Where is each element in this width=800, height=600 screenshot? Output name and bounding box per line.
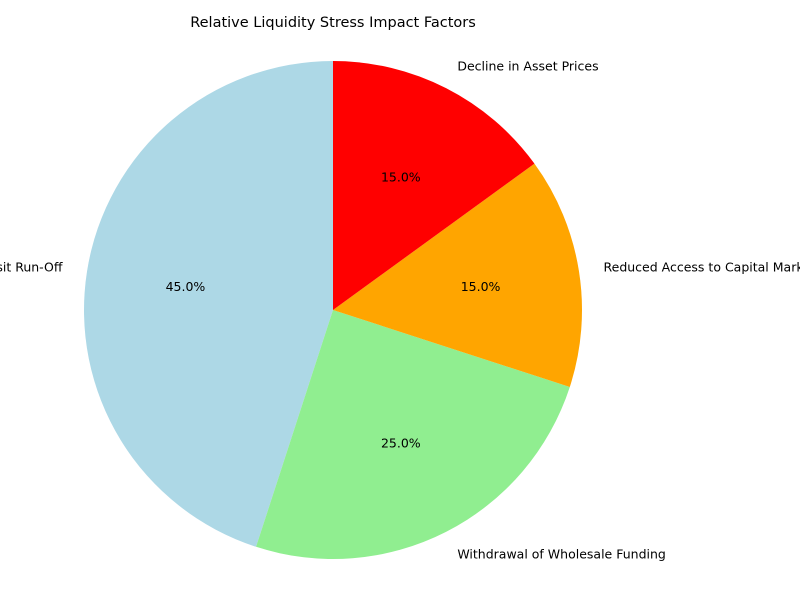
- pie-pct-label-1: 25.0%: [381, 436, 421, 451]
- pie-pct-label-0: 45.0%: [166, 279, 206, 294]
- pie-slice-2: [333, 163, 583, 387]
- pie-slice-3: [333, 61, 535, 310]
- pie-labels: 45.0% Deposit Run-Off 25.0% Withdrawal of W…: [0, 58, 800, 561]
- chart-title: Relative Liquidity Stress Impact Factors: [190, 15, 476, 31]
- pie-category-label-3: Decline in Asset Prices: [457, 58, 598, 73]
- pie-pct-label-3: 15.0%: [381, 169, 421, 184]
- pie-pct-label-2: 15.0%: [461, 279, 501, 294]
- pie-slices: [84, 61, 583, 559]
- pie-category-label-1: Withdrawal of Wholesale Funding: [457, 547, 665, 562]
- pie-slice-1: [256, 310, 570, 559]
- pie-category-label-2: Reduced Access to Capital Markets: [604, 260, 800, 275]
- pie-slice-0: [84, 61, 333, 547]
- pie-category-label-0: Deposit Run-Off: [0, 260, 63, 275]
